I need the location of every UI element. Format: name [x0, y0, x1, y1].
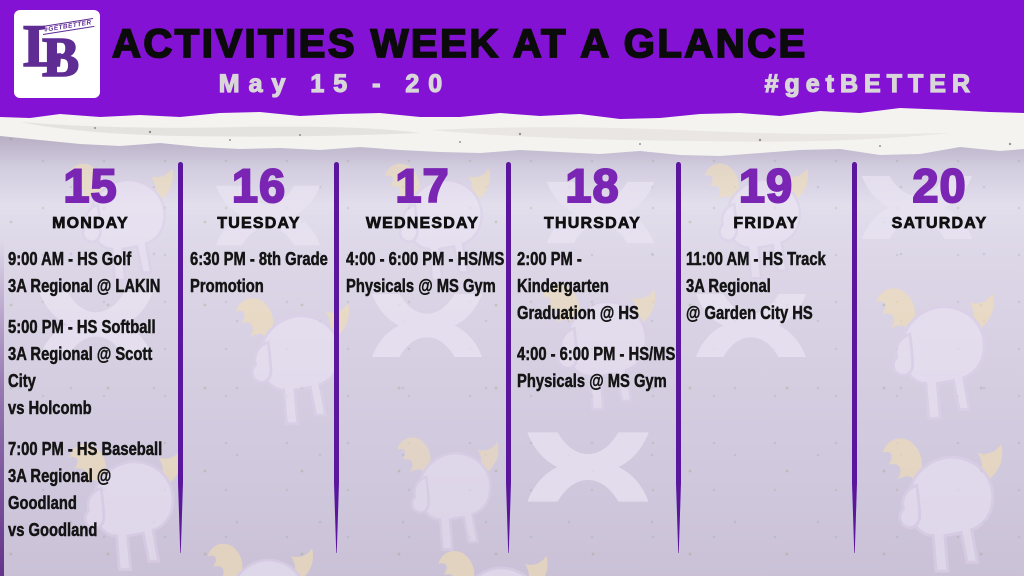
torn-paper-edge [0, 100, 1024, 156]
event-item: 11:00 AM - HS Track 3A Regional @ Garden… [686, 249, 826, 324]
day-name: THURSDAY [543, 215, 642, 233]
day-name: MONDAY [52, 215, 129, 233]
day-name: SATURDAY [891, 215, 988, 233]
logo-monogram-l: L [22, 12, 64, 80]
day-name: WEDNESDAY [365, 215, 480, 233]
column-divider [334, 162, 339, 553]
day-number: 17 [394, 159, 450, 212]
week-calendar: 15 MONDAY 9:00 AM - HS Golf 3A Regional … [0, 159, 1024, 558]
banner-subtitle-row: May 15 - 20 #getBETTER [0, 69, 1024, 100]
event-item: 4:00 - 6:00 PM - HS/MS Physicals @ MS Gy… [346, 249, 505, 297]
column-divider [506, 162, 511, 553]
day-name: FRIDAY [733, 215, 799, 233]
date-range: May 15 - 20 [218, 69, 452, 98]
day-column-thursday: 18 THURSDAY 2:00 PM - Kindergarten Gradu… [508, 159, 677, 558]
day-number: 16 [231, 159, 287, 212]
day-column-friday: 19 FRIDAY 11:00 AM - HS Track 3A Regiona… [677, 159, 855, 558]
day-number: 18 [564, 159, 620, 212]
day-column-tuesday: 16 TUESDAY 6:30 PM - 8th Grade Promotion [181, 159, 337, 558]
column-divider [852, 162, 857, 553]
header-banner: L B #GETBETTER ACTIVITIES WEEK AT A GLAN… [0, 0, 1024, 100]
event-item: 2:00 PM - Kindergarten Graduation @ HS [517, 249, 639, 324]
day-column-saturday: 20 SATURDAY [855, 159, 1024, 558]
day-name: TUESDAY [217, 215, 301, 233]
event-item: 5:00 PM - HS Softball 3A Regional @ Scot… [8, 317, 156, 419]
day-number: 20 [911, 159, 967, 212]
logo-monogram-b: B [41, 26, 80, 90]
school-logo: L B #GETBETTER [14, 10, 100, 98]
event-item: 6:30 PM - 8th Grade Promotion [190, 249, 328, 297]
day-column-monday: 15 MONDAY 9:00 AM - HS Golf 3A Regional … [0, 159, 181, 558]
column-divider [676, 162, 681, 553]
event-item: 4:00 - 6:00 PM - HS/MS Physicals @ MS Gy… [517, 344, 676, 392]
column-divider [178, 162, 183, 553]
day-number: 19 [738, 159, 794, 212]
event-item: 9:00 AM - HS Golf 3A Regional @ LAKIN [8, 249, 161, 297]
day-number: 15 [62, 159, 118, 212]
page-title: ACTIVITIES WEEK AT A GLANCE [111, 21, 808, 67]
day-column-wednesday: 17 WEDNESDAY 4:00 - 6:00 PM - HS/MS Phys… [337, 159, 508, 558]
event-item: 7:00 PM - HS Baseball 3A Regional @ Good… [8, 439, 163, 541]
left-edge-vignette [0, 240, 4, 576]
hashtag: #getBETTER [764, 69, 976, 98]
